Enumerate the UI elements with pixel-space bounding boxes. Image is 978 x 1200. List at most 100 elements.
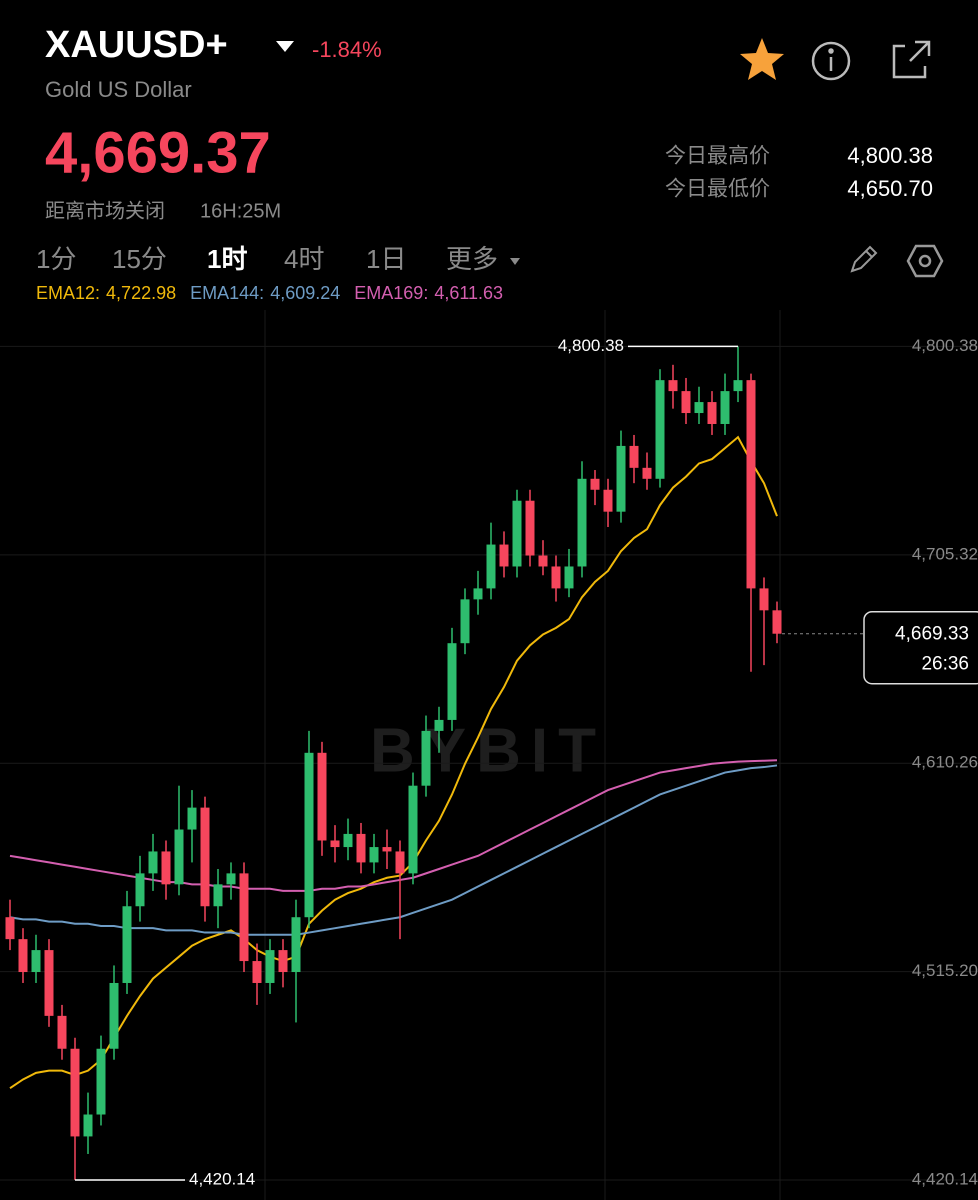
candle-body (720, 391, 730, 424)
candle-body (356, 833, 366, 863)
candle-body (655, 380, 665, 479)
candle-body (590, 478, 600, 490)
info-icon[interactable] (811, 41, 851, 81)
candle-body (213, 884, 223, 907)
candle-body (642, 467, 652, 479)
y-tick-label: 4,515.20 (912, 961, 978, 980)
candle-body (408, 785, 418, 874)
candle-body (330, 840, 340, 848)
timeframe-tab[interactable]: 15分 (112, 244, 167, 274)
candle-body (343, 833, 353, 848)
legend-separator: : (423, 283, 428, 303)
countdown: 26:36 (921, 654, 969, 675)
candle-body (278, 950, 288, 973)
settings-icon[interactable] (906, 244, 944, 278)
more-caret[interactable] (510, 258, 520, 265)
market-close-label: 距离市场关闭 (45, 199, 165, 222)
instrument-name: Gold US Dollar (45, 77, 192, 102)
timeframe-tabs: 1分 15分 1时 4时 1日 更多 (36, 244, 520, 274)
legend-separator: : (95, 283, 100, 303)
last-price-label: 4,669.33 (895, 624, 969, 645)
candle-body (148, 851, 158, 874)
y-tick-label: 4,420.14 (912, 1169, 978, 1188)
candle-body (525, 500, 535, 556)
candle-body (616, 445, 626, 512)
candle-body (538, 555, 548, 567)
legend-value: 4,611.63 (434, 283, 503, 303)
candle-body (109, 982, 119, 1049)
candle-body (460, 599, 470, 644)
candle-body (733, 380, 743, 392)
candle-body (57, 1015, 67, 1049)
chart: BYBIT 4,420.14 4,515.20 4,610.26 4,705.32 4,8… (0, 310, 978, 1200)
candle-body (473, 588, 483, 600)
share-icon[interactable] (892, 40, 931, 79)
timeframe-tab[interactable]: 1日 (366, 244, 406, 274)
candle-body (772, 610, 782, 634)
ema-line (9, 764, 778, 936)
candle-body (577, 478, 587, 567)
candle-body (304, 752, 314, 918)
low-label: 今日最低价 (665, 178, 770, 201)
candle-body (122, 906, 132, 983)
legend-name: EMA12 (36, 283, 95, 303)
watermark: BYBIT (370, 716, 606, 785)
low-marker-label: 4,420.14 (189, 1169, 255, 1188)
candle-body (96, 1048, 106, 1115)
symbol-dropdown[interactable] (276, 41, 294, 52)
legend-row: EMA12:4,722.98EMA144:4,609.24EMA169:4,61… (36, 283, 503, 303)
candle-body (252, 961, 262, 983)
high-label: 今日最高价 (665, 145, 770, 168)
price: 4,669.37 (45, 120, 271, 185)
candle-body (31, 950, 41, 973)
legend-name: EMA144 (190, 283, 259, 303)
ema-line (9, 435, 778, 1090)
candle-body (187, 807, 197, 830)
favorite-icon[interactable] (740, 38, 784, 80)
candle-body (174, 829, 184, 885)
draw-icon[interactable] (850, 245, 878, 273)
ema-legend: EMA12:4,722.98EMA144:4,609.24EMA169:4,61… (36, 283, 503, 303)
high-marker-label: 4,800.38 (558, 336, 624, 355)
candle-body (707, 402, 717, 424)
candle-body (486, 544, 496, 589)
timeframe-tab[interactable]: 更多 (446, 244, 498, 274)
candle-body (499, 544, 509, 567)
last-price-box (863, 610, 978, 685)
candle-body (447, 643, 457, 720)
market-close-time: 16H:25M (200, 200, 281, 222)
candle-body (70, 1048, 80, 1137)
legend-name: EMA169 (354, 283, 423, 303)
candle-body (629, 445, 639, 468)
y-tick-label: 4,610.26 (912, 753, 978, 772)
candle-body (18, 939, 28, 973)
candle-body (161, 851, 171, 885)
candle-body (395, 851, 405, 874)
y-tick-label: 4,800.38 (912, 336, 978, 355)
candle-body (317, 752, 327, 841)
y-tick-label: 4,705.32 (912, 544, 978, 563)
timeframe-tab[interactable]: 4时 (284, 244, 324, 274)
symbol[interactable]: XAUUSD+ (45, 24, 228, 66)
candle-body (421, 730, 431, 786)
candle-body (265, 950, 275, 983)
candle-body (694, 402, 704, 414)
candle-body (44, 950, 54, 1016)
candle-body (746, 380, 756, 589)
candle-body (668, 380, 678, 392)
low-value: 4,650.70 (847, 176, 933, 201)
candle-body (226, 873, 236, 885)
candle-body (681, 391, 691, 414)
legend-value: 4,609.24 (270, 283, 340, 303)
candle-body (603, 489, 613, 512)
candle-body (512, 500, 522, 567)
candle-body (239, 873, 249, 962)
timeframe-tab[interactable]: 1分 (36, 244, 76, 274)
legend-value: 4,722.98 (106, 283, 176, 303)
candle-body (434, 719, 444, 731)
candle-body (83, 1114, 93, 1137)
timeframe-tab[interactable]: 1时 (207, 244, 247, 274)
candle-body (200, 807, 210, 907)
